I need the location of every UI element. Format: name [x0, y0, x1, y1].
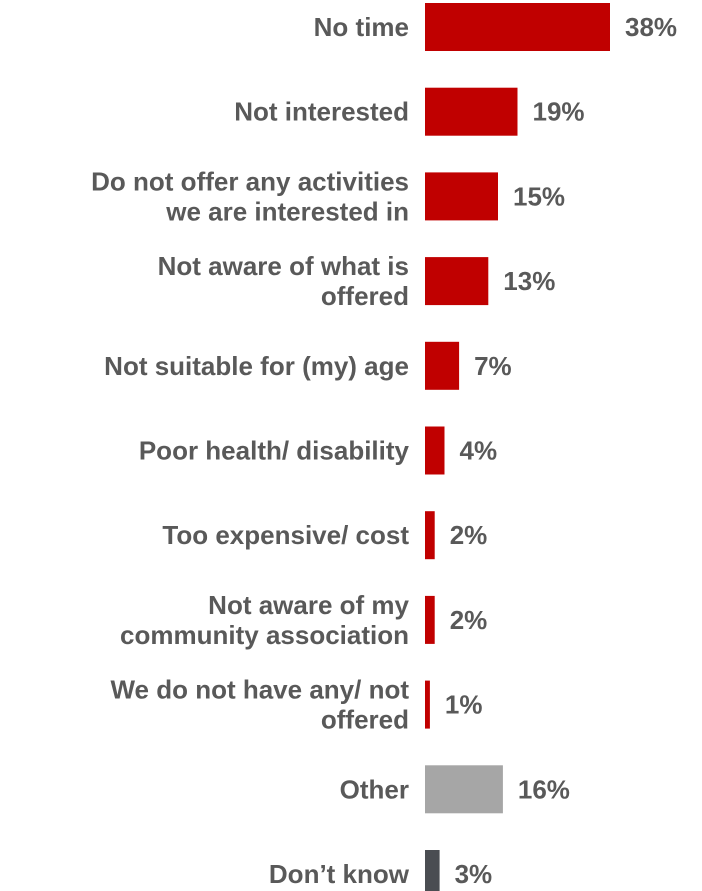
category-label-line: Do not offer any activities — [91, 166, 409, 196]
category-label-line: Not aware of what is — [158, 251, 409, 281]
category-label: Other — [340, 774, 409, 804]
bar-8 — [425, 680, 430, 729]
category-label-line: We do not have any/ not — [110, 675, 409, 705]
category-label: Do not offer any activities we are intere… — [91, 166, 409, 226]
value-label: 16% — [518, 774, 570, 804]
category-label: Not suitable for (my) age — [104, 351, 409, 381]
value-label: 7% — [474, 351, 512, 381]
category-label-line: Not aware of my — [208, 590, 409, 620]
value-label: 3% — [455, 859, 493, 889]
value-label: 13% — [503, 266, 555, 296]
category-label-line: Other — [340, 774, 409, 804]
category-label-line: Don’t know — [269, 859, 410, 889]
category-label: Too expensive/ cost — [162, 520, 409, 550]
bar-10 — [425, 850, 440, 891]
bar-5 — [425, 426, 445, 475]
category-label-line: Not suitable for (my) age — [104, 351, 409, 381]
category-label-line: offered — [321, 281, 409, 311]
value-label: 1% — [445, 690, 483, 720]
bar-3 — [425, 257, 489, 306]
bar-4 — [425, 341, 460, 390]
value-label: 19% — [533, 97, 585, 127]
value-label: 2% — [450, 520, 488, 550]
category-label-line: No time — [314, 12, 409, 42]
category-label-line: Poor health/ disability — [139, 436, 410, 466]
category-label-line: Not interested — [234, 97, 409, 127]
bar-9 — [425, 765, 503, 814]
bar-7 — [425, 595, 435, 644]
value-label: 15% — [513, 181, 565, 211]
category-label-line: we are interested in — [165, 196, 409, 226]
bar-6 — [425, 511, 435, 560]
category-label: Not interested — [234, 97, 409, 127]
category-label: We do not have any/ not offered — [110, 675, 409, 735]
value-label: 2% — [450, 605, 488, 635]
category-label: Not aware of what is offered — [158, 251, 409, 311]
category-label: Don’t know — [269, 859, 410, 889]
category-label-line: community association — [120, 620, 409, 650]
bar-0 — [425, 3, 610, 51]
bar-1 — [425, 87, 518, 136]
category-label: No time — [314, 12, 409, 42]
bar-2 — [425, 172, 498, 221]
value-label: 38% — [625, 12, 677, 42]
category-label: Not aware of my community association — [120, 590, 410, 650]
category-label: Poor health/ disability — [139, 436, 410, 466]
category-label-line: Too expensive/ cost — [162, 520, 409, 550]
value-label: 4% — [460, 436, 498, 466]
category-label-line: offered — [321, 705, 409, 735]
